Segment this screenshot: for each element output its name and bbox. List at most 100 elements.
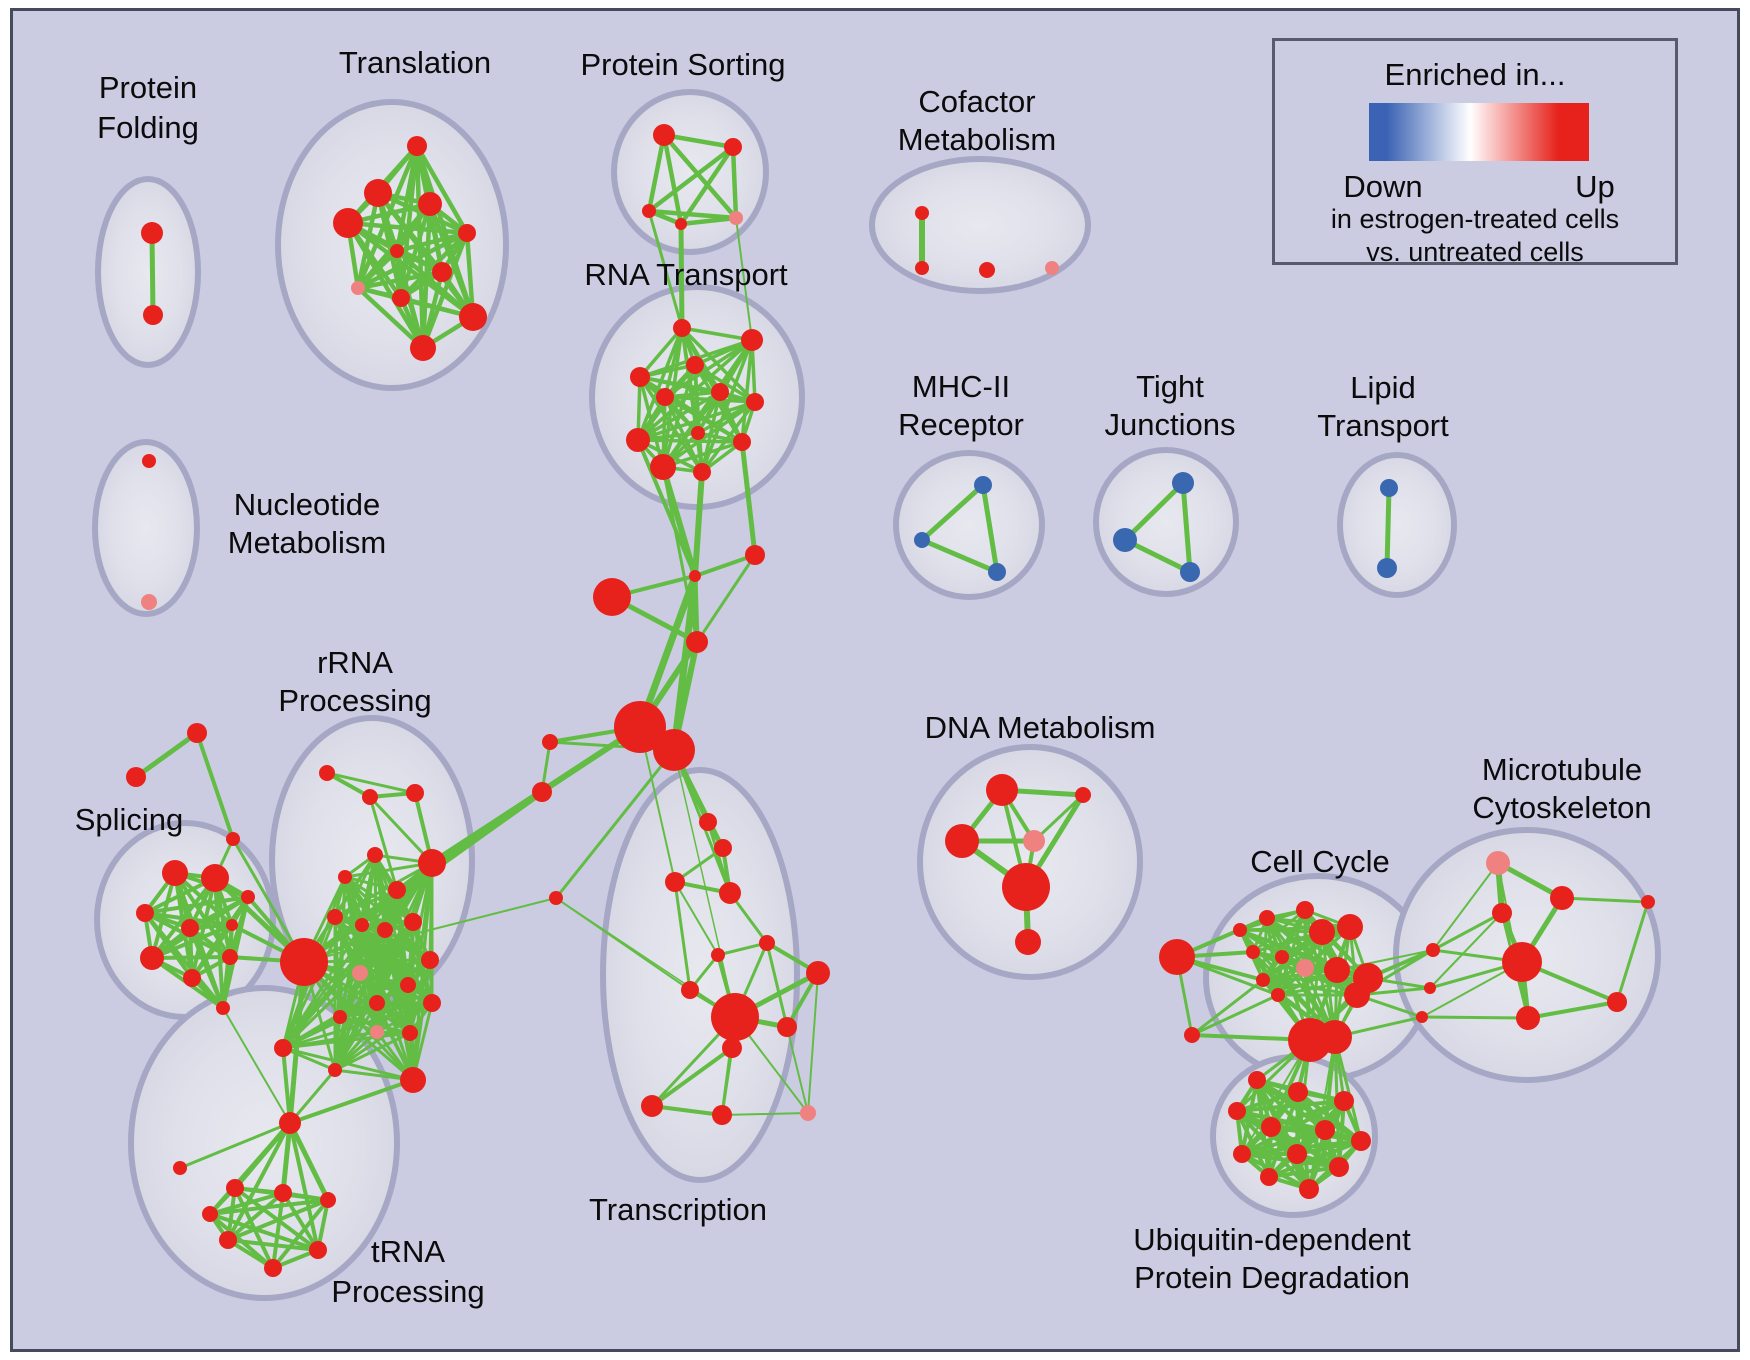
network-edge [680,326,757,404]
network-node [614,701,666,753]
network-edge [1122,537,1193,575]
network-edge [368,795,434,865]
network-node [656,388,674,406]
network-node [1344,982,1370,1008]
network-node [362,789,378,805]
network-edge [368,795,399,892]
network-node [458,224,476,242]
network-edge [287,959,307,1126]
network-node [264,1259,282,1277]
network-node [806,961,830,985]
network-node [1233,1145,1251,1163]
network-node [333,208,363,238]
network-edge [721,1112,809,1116]
network-node [673,319,691,337]
network-node [241,890,255,904]
network-node [126,767,146,787]
network-node [1260,1168,1278,1186]
network-edge [288,1068,337,1125]
network-edge [143,911,234,927]
legend-box: Enriched in... Down Up in estrogen-treat… [1272,38,1678,267]
network-edge [735,217,753,341]
cluster-ellipse-tr [600,767,800,1183]
network-node [689,570,701,582]
network-node [1248,1071,1266,1089]
network-edge [288,1121,320,1252]
network-edge [325,771,417,795]
network-node [532,782,552,802]
network-node [1416,1011,1428,1023]
network-edge [1420,1015,1530,1020]
network-edge [195,731,235,841]
network-edge [1276,976,1370,997]
network-node [1315,1120,1335,1140]
cluster-label-tn: tRNA [371,1234,445,1269]
network-edge [555,897,691,991]
network-node [650,454,676,480]
network-node [364,179,392,207]
network-node [945,824,979,858]
network-node [183,969,201,987]
network-edge [919,537,1000,575]
network-node [741,329,763,351]
cluster-label-cc: Cell Cycle [1250,844,1390,879]
network-edge [150,923,234,960]
cluster-label-mt: Microtubule [1482,752,1642,787]
network-edge [695,553,757,644]
cluster-label-sp: Splicing [75,802,184,837]
network-edge [693,553,757,578]
cluster-label-tj: Tight [1136,369,1204,404]
network-edge [222,1007,291,1124]
network-edge [720,1046,734,1117]
network-node [280,938,328,986]
network-node [1309,919,1335,945]
network-edge [333,861,434,919]
network-node [370,1025,384,1039]
network-node [377,922,393,938]
network-edge [325,771,372,799]
network-node [421,951,439,969]
network-node [733,433,751,451]
network-node [1180,562,1200,582]
network-edge [280,1120,293,1196]
network-edge [383,928,432,962]
network-node [404,913,422,931]
cluster-label-mh: MHC-II [912,369,1010,404]
network-edge [1241,1039,1311,1155]
network-edge [661,465,699,644]
network-node [979,262,995,278]
network-node [800,1105,816,1121]
cluster-label-pf: Folding [97,110,199,145]
network-edge [143,895,250,915]
network-node [140,946,164,970]
network-edge [420,269,445,351]
legend-down-label: Down [1343,169,1423,204]
network-edge [1122,480,1186,543]
network-node [355,918,369,932]
network-node [1015,929,1041,955]
network-edge [355,285,426,351]
network-node [974,476,992,494]
network-edge [680,326,754,342]
network-node [1486,851,1510,875]
network-node [309,1241,327,1259]
network-node [1550,886,1574,910]
network-edge [394,230,470,254]
network-node [279,1112,301,1134]
network-edge [1615,900,1650,1004]
network-edge [663,395,757,404]
network-node [1228,1102,1246,1120]
network-edge [786,1026,809,1114]
cluster-label-nm: Metabolism [228,525,387,560]
network-node [549,891,563,905]
network-edge [281,1046,415,1082]
network-edge [661,390,722,469]
network-node [1259,910,1275,926]
network-node [712,1105,732,1125]
network-node [410,335,436,361]
network-node [1377,558,1397,578]
network-node [686,631,708,653]
network-node [1296,959,1314,977]
network-nodes [126,124,1655,1277]
network-edge [343,861,434,879]
